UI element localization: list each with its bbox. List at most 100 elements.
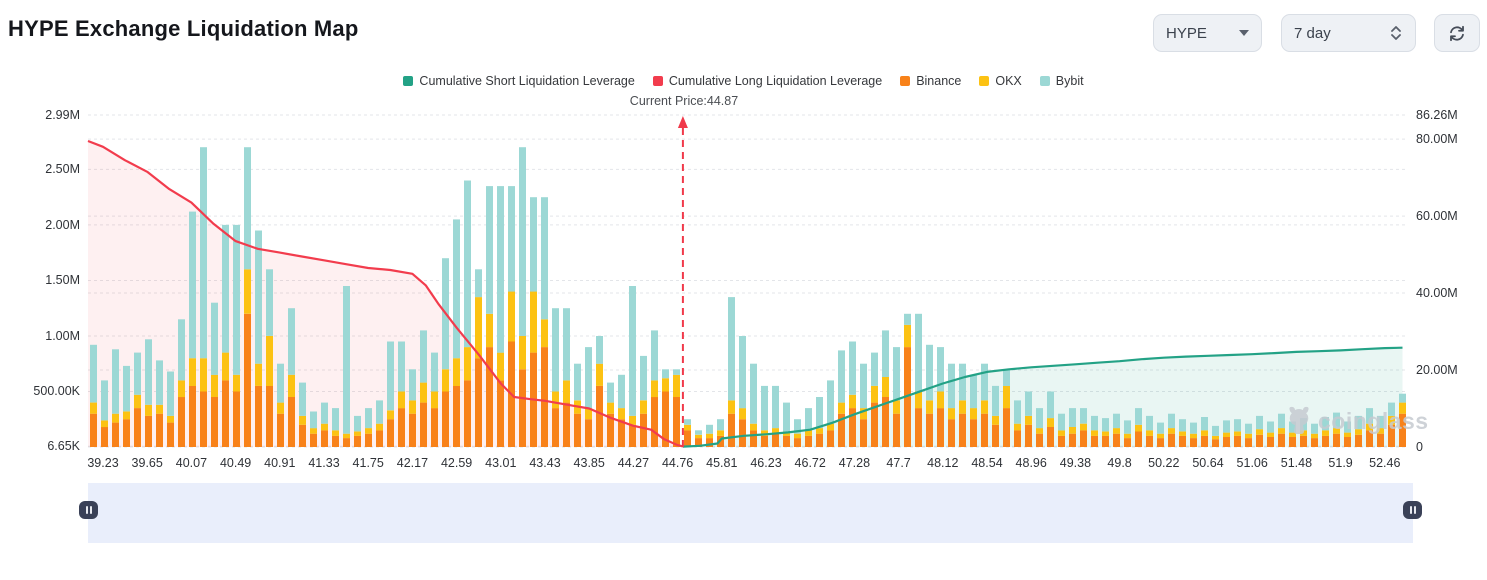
bar-segment-bybit[interactable] [750, 363, 757, 424]
bar-segment-binance[interactable] [662, 391, 669, 448]
bar-segment-okx[interactable] [1278, 428, 1285, 434]
bar-segment-okx[interactable] [706, 433, 713, 439]
bar-segment-binance[interactable] [1025, 424, 1032, 447]
bar-segment-binance[interactable] [805, 435, 812, 447]
bar-segment-bybit[interactable] [530, 197, 537, 292]
bar-segment-okx[interactable] [1355, 429, 1362, 435]
bar-segment-binance[interactable] [431, 408, 438, 447]
bar-segment-bybit[interactable] [134, 352, 141, 395]
bar-segment-binance[interactable] [959, 413, 966, 447]
bar-segment-okx[interactable] [1058, 430, 1065, 436]
bar-segment-binance[interactable] [981, 413, 988, 447]
bar-segment-bybit[interactable] [1311, 423, 1318, 434]
bar-segment-binance[interactable] [816, 433, 823, 447]
bar-segment-okx[interactable] [442, 369, 449, 392]
bar-segment-binance[interactable] [1388, 424, 1395, 447]
bar-segment-binance[interactable] [200, 391, 207, 448]
bar-segment-bybit[interactable] [827, 380, 834, 424]
slider-handle-right[interactable] [1403, 501, 1422, 519]
bar-segment-okx[interactable] [1234, 431, 1241, 436]
bar-segment-bybit[interactable] [1377, 415, 1384, 429]
bar-segment-bybit[interactable] [497, 186, 504, 353]
bar-segment-binance[interactable] [1256, 434, 1263, 447]
bar-segment-binance[interactable] [233, 391, 240, 448]
bar-segment-binance[interactable] [266, 385, 273, 447]
bar-segment-bybit[interactable] [904, 313, 911, 325]
bar-segment-okx[interactable] [101, 420, 108, 428]
bar-segment-binance[interactable] [409, 413, 416, 447]
bar-segment-binance[interactable] [1278, 433, 1285, 447]
bar-segment-okx[interactable] [1399, 402, 1406, 414]
bar-segment-bybit[interactable] [585, 347, 592, 409]
bar-segment-bybit[interactable] [299, 382, 306, 416]
bar-segment-bybit[interactable] [860, 363, 867, 409]
bar-segment-binance[interactable] [574, 413, 581, 447]
bar-segment-okx[interactable] [541, 319, 548, 348]
bar-segment-bybit[interactable] [838, 350, 845, 403]
bar-segment-bybit[interactable] [739, 336, 746, 409]
bar-segment-okx[interactable] [332, 430, 339, 436]
bar-segment-okx[interactable] [1157, 433, 1164, 439]
legend-item[interactable]: Cumulative Short Liquidation Leverage [403, 74, 635, 88]
bar-segment-bybit[interactable] [1102, 418, 1109, 432]
bar-segment-binance[interactable] [189, 385, 196, 447]
bar-segment-bybit[interactable] [1124, 420, 1131, 434]
bar-segment-binance[interactable] [1124, 438, 1131, 447]
bar-segment-okx[interactable] [1102, 431, 1109, 436]
bar-segment-bybit[interactable] [981, 363, 988, 401]
bar-segment-okx[interactable] [596, 363, 603, 386]
bar-segment-binance[interactable] [904, 347, 911, 447]
bar-segment-binance[interactable] [387, 419, 394, 447]
legend-item[interactable]: Cumulative Long Liquidation Leverage [652, 74, 882, 88]
bar-segment-okx[interactable] [640, 400, 647, 414]
timeline-slider-track[interactable] [88, 483, 1413, 543]
bar-segment-okx[interactable] [288, 374, 295, 397]
bar-segment-okx[interactable] [750, 423, 757, 431]
bar-segment-binance[interactable] [255, 385, 262, 447]
bar-segment-bybit[interactable] [1069, 408, 1076, 427]
bar-segment-binance[interactable] [673, 397, 680, 447]
bar-segment-bybit[interactable] [618, 374, 625, 409]
bar-segment-bybit[interactable] [112, 349, 119, 414]
bar-segment-bybit[interactable] [695, 430, 702, 435]
bar-segment-bybit[interactable] [508, 186, 515, 292]
bar-segment-bybit[interactable] [486, 186, 493, 314]
bar-segment-binance[interactable] [442, 391, 449, 448]
bar-segment-binance[interactable] [871, 402, 878, 447]
bar-segment-bybit[interactable] [288, 308, 295, 375]
bar-segment-bybit[interactable] [519, 147, 526, 336]
bar-segment-bybit[interactable] [167, 371, 174, 416]
bar-segment-okx[interactable] [1289, 432, 1296, 437]
bar-segment-okx[interactable] [1377, 428, 1384, 434]
bar-segment-binance[interactable] [1234, 435, 1241, 447]
bar-segment-bybit[interactable] [1113, 413, 1120, 429]
bar-segment-binance[interactable] [596, 385, 603, 447]
bar-segment-okx[interactable] [1267, 432, 1274, 437]
bar-segment-binance[interactable] [453, 385, 460, 447]
bar-segment-binance[interactable] [1190, 438, 1197, 447]
bar-segment-binance[interactable] [222, 380, 229, 447]
bar-segment-bybit[interactable] [1212, 425, 1219, 436]
bar-segment-okx[interactable] [431, 391, 438, 409]
bar-segment-bybit[interactable] [178, 319, 185, 381]
bar-segment-binance[interactable] [1146, 435, 1153, 447]
bar-segment-binance[interactable] [618, 419, 625, 447]
refresh-button[interactable] [1434, 14, 1480, 52]
bar-segment-binance[interactable] [376, 430, 383, 447]
bar-segment-binance[interactable] [244, 313, 251, 447]
bar-segment-bybit[interactable] [662, 369, 669, 379]
bar-segment-bybit[interactable] [255, 230, 262, 364]
bar-segment-binance[interactable] [519, 369, 526, 447]
bar-segment-okx[interactable] [167, 415, 174, 423]
bar-segment-bybit[interactable] [783, 402, 790, 432]
bar-segment-okx[interactable] [519, 336, 526, 370]
bar-segment-bybit[interactable] [882, 330, 889, 377]
bar-segment-bybit[interactable] [541, 197, 548, 320]
bar-segment-okx[interactable] [684, 424, 691, 431]
bar-segment-binance[interactable] [860, 419, 867, 447]
bar-segment-okx[interactable] [486, 313, 493, 348]
bar-segment-binance[interactable] [101, 427, 108, 447]
bar-segment-bybit[interactable] [145, 339, 152, 405]
bar-segment-okx[interactable] [255, 363, 262, 386]
